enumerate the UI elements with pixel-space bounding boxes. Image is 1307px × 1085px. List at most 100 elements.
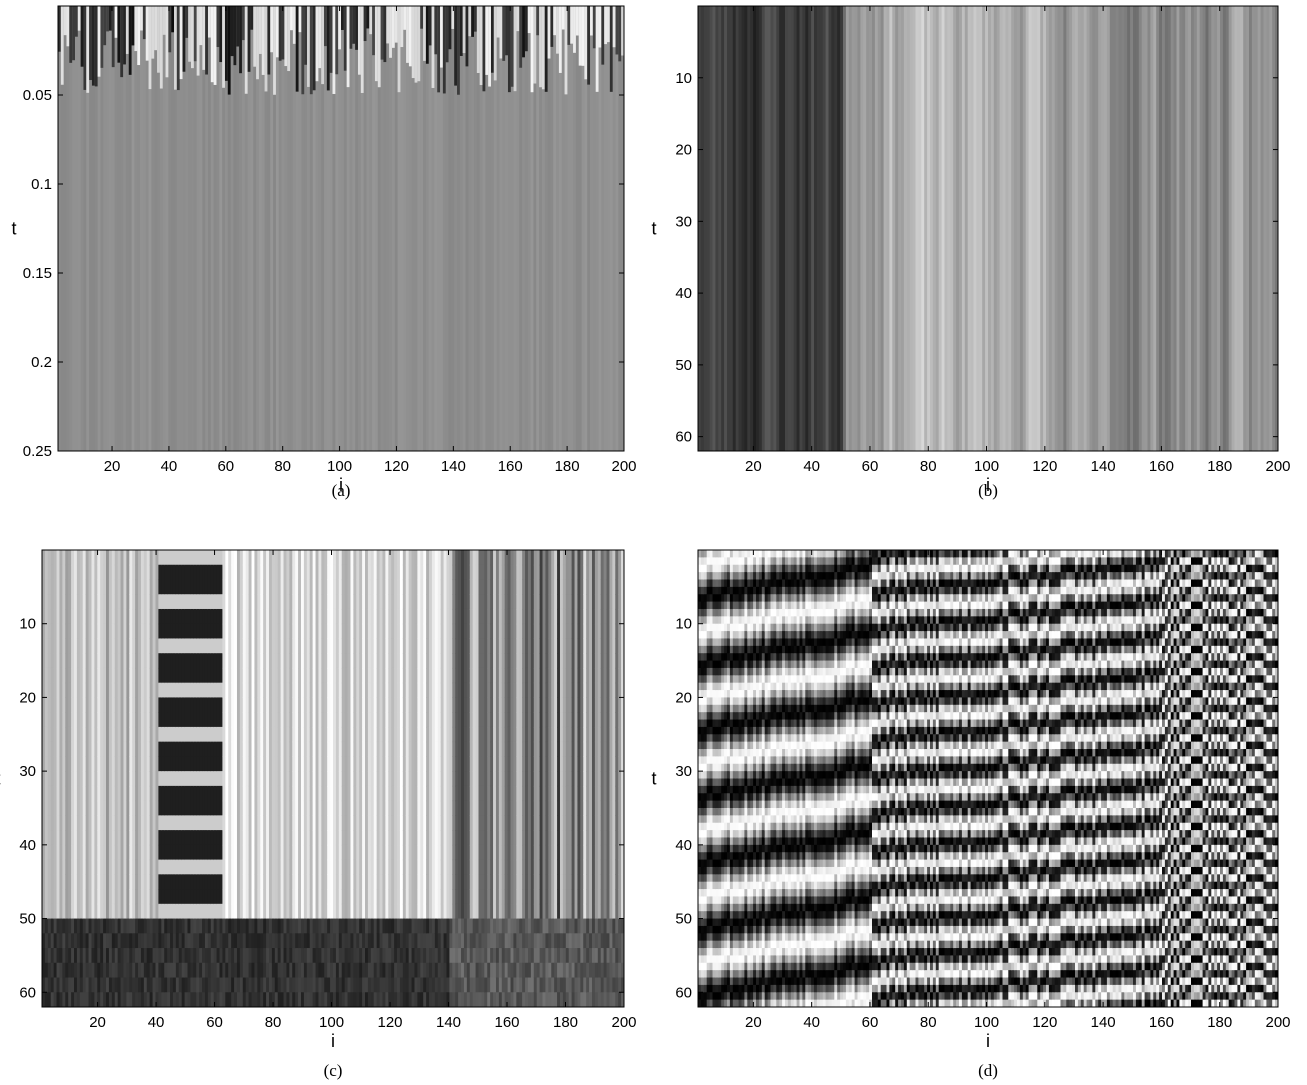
- heatmap-cell: [359, 697, 363, 713]
- heatmap-cell: [123, 844, 127, 861]
- heatmap-cell: [303, 948, 308, 964]
- heatmap-cell: [65, 918, 69, 934]
- heatmap-cell: [210, 712, 215, 728]
- heatmap-cell: [399, 594, 404, 610]
- heatmap-cell: [103, 697, 107, 713]
- heatmap-column: [860, 6, 864, 451]
- heatmap-cell: [111, 800, 116, 816]
- heatmap-cell: [161, 756, 165, 772]
- heatmap-cell: [193, 638, 197, 654]
- heatmap-cell: [199, 933, 203, 949]
- heatmap-cell: [155, 756, 159, 772]
- heatmap-cell: [94, 992, 98, 1007]
- heatmap-cell: [129, 697, 133, 713]
- heatmap-cell: [292, 844, 296, 861]
- heatmap-column: [431, 6, 435, 451]
- heatmap-cell: [44, 977, 49, 993]
- heatmap-cell: [100, 948, 104, 964]
- heatmap-cell: [172, 756, 177, 772]
- heatmap-cell: [347, 933, 352, 949]
- heatmap-cell: [85, 579, 90, 595]
- heatmap-cell: [257, 889, 261, 905]
- heatmap-cell: [280, 874, 285, 890]
- heatmap-column: [718, 6, 722, 451]
- heatmap-column: [363, 6, 368, 451]
- heatmap-cell: [370, 550, 375, 566]
- heatmap-cell: [362, 800, 366, 816]
- heatmap-cell: [50, 933, 55, 949]
- heatmap-cell: [210, 874, 215, 890]
- heatmap-cell: [266, 977, 270, 993]
- heatmap-cell: [91, 800, 95, 816]
- heatmap-cell: [71, 697, 75, 713]
- heatmap-cell: [367, 844, 372, 861]
- heatmap-cell: [359, 977, 363, 993]
- heatmap-cell: [216, 726, 221, 743]
- heatmap-cell: [210, 977, 215, 993]
- heatmap-cell: [204, 594, 209, 610]
- heatmap-cell: [420, 948, 424, 964]
- heatmap-cell: [295, 771, 299, 787]
- heatmap-cell: [312, 874, 317, 890]
- heatmap-column: [1089, 6, 1093, 451]
- heatmap-cell: [239, 682, 244, 699]
- heatmap-cell: [411, 771, 416, 787]
- heatmap-cell: [184, 667, 189, 684]
- heatmap-cell: [347, 977, 352, 993]
- heatmap-cell: [289, 608, 293, 625]
- heatmap-cell: [222, 623, 226, 640]
- heatmap-cell: [356, 594, 360, 610]
- heatmap-cell: [111, 608, 116, 625]
- heatmap-cell: [94, 844, 98, 861]
- heatmap-cell: [344, 844, 349, 861]
- heatmap-cell: [53, 638, 58, 654]
- heatmap-cell: [254, 653, 258, 669]
- heatmap-cell: [53, 550, 58, 566]
- heatmap-cell: [126, 977, 130, 993]
- heatmap-column: [352, 6, 356, 451]
- heatmap-cell: [181, 579, 186, 595]
- heatmap-cell: [426, 844, 430, 861]
- heatmap-cell: [111, 712, 116, 728]
- heatmap-cell: [423, 992, 427, 1007]
- heatmap-cell: [103, 948, 107, 964]
- heatmap-cell: [129, 594, 133, 610]
- heatmap-cell: [190, 550, 194, 566]
- heatmap-cell: [47, 962, 52, 979]
- heatmap-column: [744, 6, 748, 451]
- heatmap-cell: [62, 579, 66, 595]
- heatmap-cell: [103, 579, 107, 595]
- heatmap-cell: [376, 844, 381, 861]
- heatmap-cell: [47, 785, 52, 802]
- transient-cell: [233, 6, 237, 66]
- heatmap-cell: [100, 756, 104, 772]
- heatmap-cell: [382, 682, 386, 699]
- heatmap-cell: [222, 579, 226, 595]
- heatmap-cell: [126, 948, 130, 964]
- heatmap-cell: [167, 815, 171, 831]
- heatmap-cell: [286, 859, 290, 875]
- heatmap-cell: [199, 594, 203, 610]
- heatmap-cell: [321, 844, 325, 861]
- heatmap-cell: [271, 800, 276, 816]
- transient-cell: [598, 6, 602, 48]
- heatmap-cell: [184, 800, 189, 816]
- heatmap-cell: [225, 638, 229, 654]
- heatmap-cell: [50, 830, 55, 846]
- heatmap-column: [128, 6, 133, 451]
- heatmap-cell: [338, 608, 343, 625]
- heatmap-cell: [135, 726, 139, 743]
- heatmap-cell: [135, 756, 139, 772]
- heatmap-cell: [202, 962, 206, 979]
- heatmap-cell: [236, 800, 241, 816]
- heatmap-cell: [202, 889, 206, 905]
- heatmap-cell: [138, 977, 142, 993]
- transient-cell: [256, 6, 260, 80]
- transient-cell: [581, 6, 585, 66]
- heatmap-cell: [289, 771, 293, 787]
- heatmap-cell: [146, 815, 151, 831]
- heatmap-cell: [254, 800, 258, 816]
- heatmap-cell: [260, 933, 264, 949]
- heatmap-cell: [117, 594, 122, 610]
- heatmap-cell: [417, 918, 421, 934]
